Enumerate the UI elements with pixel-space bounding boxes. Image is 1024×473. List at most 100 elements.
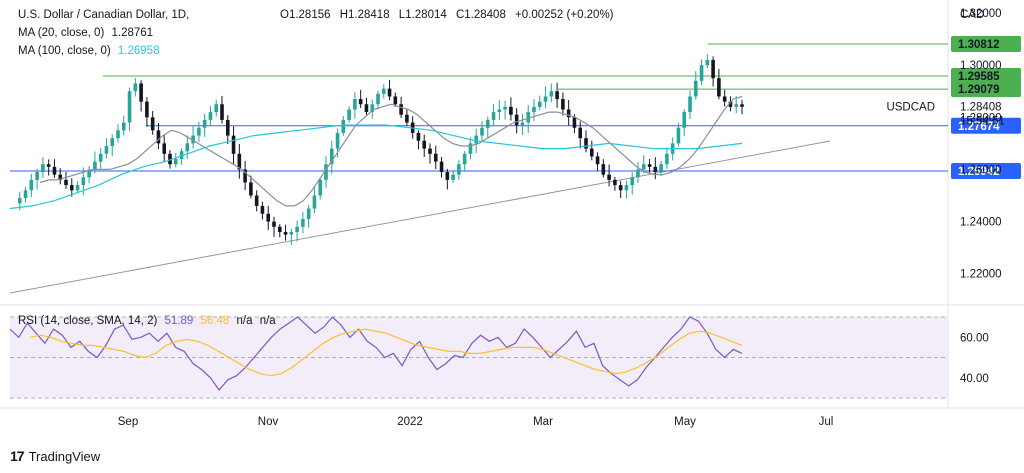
price-tick-label: 1.28000 (960, 112, 1002, 124)
candle-body (370, 104, 375, 113)
candle-body (312, 195, 317, 209)
candle-body (318, 179, 323, 196)
candle-body (497, 109, 502, 113)
candle-body (277, 226, 282, 233)
ohlc-close: C1.28408 (455, 9, 506, 21)
time-tick-label: May (674, 416, 696, 428)
level-label-box (951, 117, 1021, 134)
candle-body (433, 153, 438, 162)
ma20-legend[interactable]: MA (20, close, 0) 1.28761 (18, 27, 157, 39)
price-tick-label: 1.22000 (960, 269, 1002, 281)
candle-body (191, 135, 195, 144)
rsi-pane (10, 316, 948, 399)
candle-body (451, 174, 455, 180)
candle-body (503, 106, 507, 110)
candle-body (555, 91, 559, 100)
candle-body (202, 119, 207, 128)
candle-body (532, 106, 536, 113)
ohlc-high: H1.28418 (339, 9, 390, 21)
candle-body (381, 88, 386, 94)
ma100-line (9, 124, 743, 210)
candle-body (98, 153, 103, 162)
candle-body (75, 185, 80, 191)
candle-body (243, 169, 247, 183)
candle-body (127, 91, 132, 123)
candle-body (254, 195, 259, 206)
candle-body (289, 232, 294, 235)
ma100-value: 1.26958 (117, 45, 160, 57)
candle-body (665, 153, 669, 165)
candle-body (150, 117, 155, 131)
ohlc-change: +0.00252 (+0.20%) (515, 9, 614, 21)
tradingview-logo-icon: 17 (10, 448, 25, 464)
candle-body (393, 96, 398, 105)
candle-body (514, 114, 519, 126)
candle-body (23, 190, 28, 199)
ma20-line (39, 95, 743, 207)
candle-body (416, 132, 421, 141)
ohlc-low: L1.28014 (398, 9, 447, 21)
candle-body (145, 101, 149, 118)
rsi-legend[interactable]: RSI (14, close, SMA, 14, 2) 51.89 56.48 … (18, 315, 280, 327)
candle-body (618, 185, 623, 191)
time-tick-label: Nov (258, 416, 279, 428)
candle-body (69, 185, 74, 191)
candle-body (480, 127, 484, 136)
candle-body (659, 164, 663, 173)
ma100-legend[interactable]: MA (100, close, 0) 1.26958 (18, 45, 163, 57)
rsi-label: RSI (14, close, SMA, 14, 2) (18, 315, 158, 327)
price-tick-label: 1.24000 (960, 217, 1002, 229)
candle-body (549, 91, 554, 97)
candle-body (208, 112, 213, 120)
candle-body (584, 138, 588, 149)
candle-body (399, 104, 403, 115)
level-label: 1.29585 (958, 71, 1000, 83)
candle-body (266, 213, 271, 222)
candle-body (46, 164, 51, 167)
candle-body (306, 208, 311, 219)
candle-body (561, 99, 565, 110)
candle-body (64, 179, 68, 186)
candle-body (139, 83, 143, 102)
candle-body (214, 104, 219, 113)
candle-body (589, 148, 594, 157)
candle-body (462, 153, 467, 165)
candle-body (353, 99, 357, 110)
candle-body (220, 104, 224, 120)
rsi-sma-line (29, 328, 743, 377)
candle-body (17, 198, 22, 204)
tradingview-brand[interactable]: 17 TradingView (10, 448, 100, 464)
candle-body (260, 205, 265, 214)
candle-body (445, 172, 450, 180)
candle-body (578, 127, 583, 139)
candle-body (225, 119, 230, 136)
last-price-label: 1.28408 (960, 102, 1002, 114)
candle-body (543, 96, 548, 102)
candle-body (301, 218, 305, 227)
rsi-line (9, 316, 743, 391)
candle-body (722, 96, 727, 102)
candle-body (35, 172, 39, 180)
candle-body (81, 177, 86, 186)
candle-body (116, 130, 120, 139)
symbol-title: U.S. Dollar / Canadian Dollar, 1D, (18, 9, 190, 21)
price-series (9, 54, 744, 391)
candle-body (717, 78, 721, 97)
candle-body (468, 143, 473, 154)
candle-body (347, 109, 351, 120)
candle-body (422, 140, 427, 149)
candle-body (509, 106, 513, 115)
candle-body (613, 179, 617, 186)
candle-body (607, 174, 611, 180)
countdown-label: 15:54:51 (960, 116, 1005, 128)
candle-body (168, 153, 172, 165)
currency-label: CAD (960, 9, 984, 21)
candle-body (676, 127, 681, 144)
rsi-value: 51.89 (164, 315, 194, 327)
level-label-box (951, 67, 1021, 84)
candle-body (630, 177, 635, 186)
candle-body (693, 80, 698, 97)
